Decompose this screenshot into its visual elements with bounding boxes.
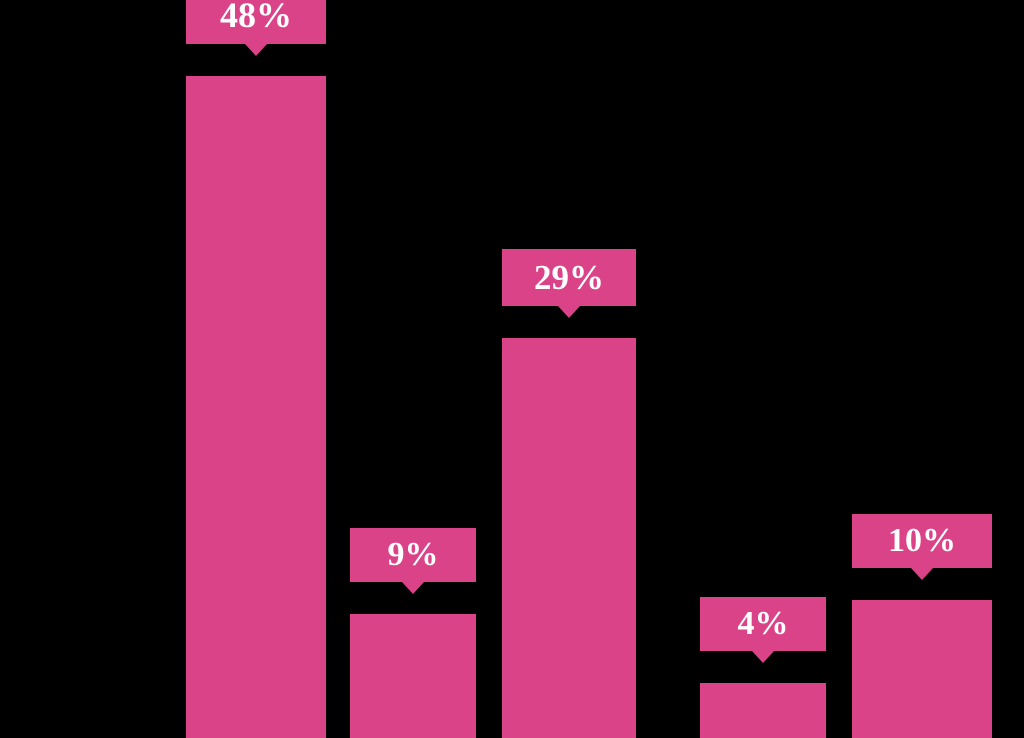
bar-0 xyxy=(186,76,326,738)
bar-label-0: 48% xyxy=(186,0,326,44)
bar-label-1: 9% xyxy=(350,528,476,582)
bar-label-pointer-3 xyxy=(752,651,774,663)
bar-group-1: 9% xyxy=(350,0,476,738)
bar-label-pointer-4 xyxy=(911,568,933,580)
bar-group-0: 48% xyxy=(186,0,326,738)
bar-2 xyxy=(502,338,636,738)
bar-3 xyxy=(700,683,826,738)
bar-label-pointer-0 xyxy=(245,44,267,56)
bar-label-4: 10% xyxy=(852,514,992,568)
bar-group-2: 29% xyxy=(502,0,636,738)
bar-label-3: 4% xyxy=(700,597,826,651)
bar-label-2: 29% xyxy=(502,249,636,306)
bar-1 xyxy=(350,614,476,738)
bar-group-3: 4% xyxy=(700,0,826,738)
bar-label-pointer-1 xyxy=(402,582,424,594)
bar-chart: 48% 9% 29% 4% 10% xyxy=(0,0,1024,738)
bar-label-pointer-2 xyxy=(558,306,580,318)
bar-group-4: 10% xyxy=(852,0,992,738)
bar-4 xyxy=(852,600,992,738)
